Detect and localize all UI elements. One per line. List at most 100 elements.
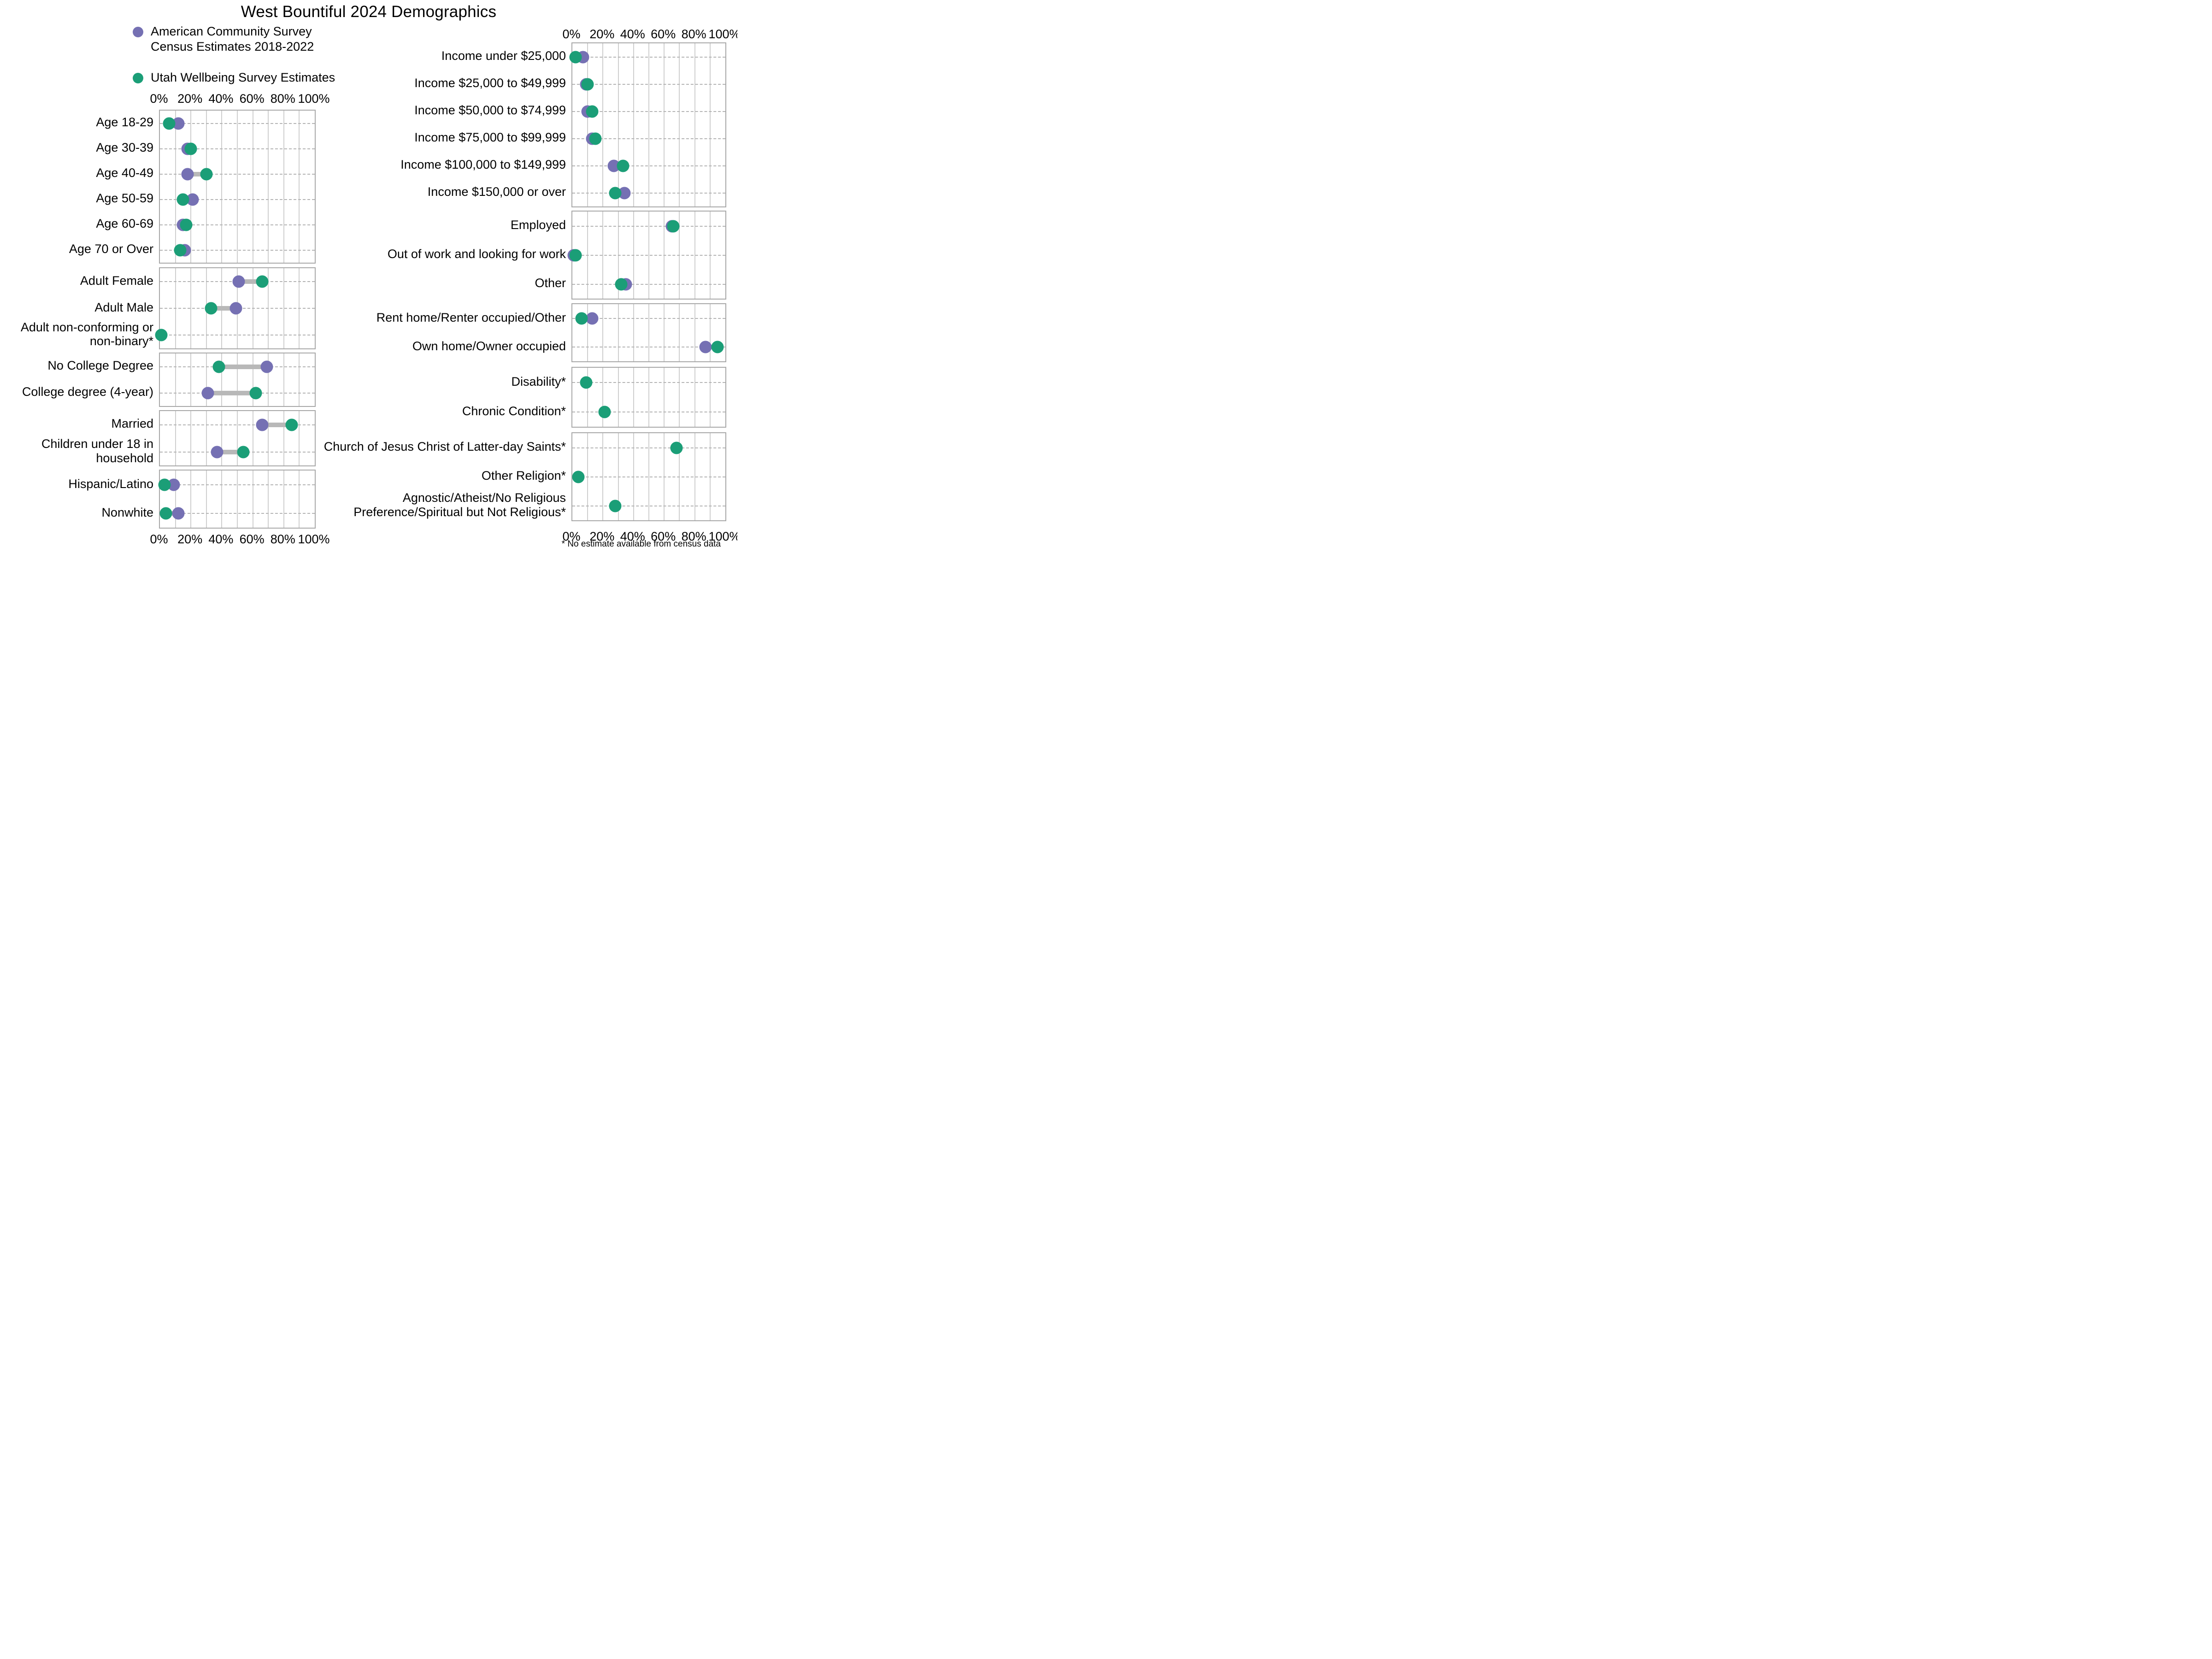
panel-labels: Adult Female Adult Male Adult non-conformi… [0,267,159,349]
row-label: Nonwhite [0,498,153,527]
axis-tick-label: 40% [208,532,234,546]
row-label: Adult Female [0,267,153,294]
gridline [237,353,238,406]
row-label: Agnostic/Atheist/No Religious Preference… [295,490,566,519]
gridline [299,111,300,263]
row-dashline [572,192,725,194]
axis-tick-label: 40% [208,92,234,106]
data-point-uws [184,142,197,155]
data-point-uws [256,275,269,288]
axis-tick-label: 0% [150,92,168,106]
row-dashline [572,447,725,448]
gridline [299,411,300,465]
row-label: Own home/Owner occupied [295,332,566,360]
legend-label: American Community Survey Census Estimat… [151,24,314,53]
data-point-uws [212,360,225,373]
gridline [237,411,238,465]
row-dashline [160,199,315,200]
gridline [602,304,604,361]
gridline [221,111,223,263]
plot-area [571,303,726,362]
gridline [664,368,665,427]
row-label-text: Church of Jesus Christ of Latter-day Sai… [324,440,566,454]
dumbbell-connector [188,171,206,176]
row-label: Hispanic/Latino [0,470,153,498]
data-point-acs [181,168,194,180]
dumbbell-connector [208,390,256,395]
axis-tick-label: 60% [651,529,676,543]
data-point-acs [172,507,185,520]
gridline [175,353,176,406]
row-dashline [160,484,315,485]
row-dashline [572,138,725,139]
panel-age: Age 18-29 Age 30-39 Age 40-49 Age 50-59 Age … [0,110,318,264]
axis-tick-label: 0% [562,529,581,543]
row-label-text: Income under $25,000 [441,49,566,63]
row-label: Income $75,000 to $99,999 [295,124,566,151]
axis-tick-label: 0% [562,27,581,41]
row-label: Age 50-59 [0,186,153,211]
row-label-text: Age 50-59 [96,191,153,206]
row-dashline [572,254,725,256]
gridline [602,368,604,427]
plot-area [155,267,316,349]
row-label: No College Degree [0,353,153,379]
axis-tick-label: 20% [177,532,203,546]
gridline [206,411,207,465]
gridline [268,471,269,528]
plot-area [567,211,726,300]
panel-labels: Disability* Chronic Condition* [295,367,571,428]
axis-tick-label: 80% [270,532,295,546]
row-dashline [160,424,315,425]
gridline [268,353,269,406]
data-point-acs [256,418,269,431]
gridline [283,111,284,263]
row-label-text: Out of work and looking for work [387,247,566,261]
gridline [190,353,192,406]
data-point-acs [211,446,224,458]
gridline [221,411,223,465]
data-point-uws [569,51,582,63]
plot-area [159,410,316,466]
panel-labels: Rent home/Renter occupied/Other Own home/… [295,303,571,362]
dumbbell-connector [239,279,262,284]
row-label: Age 70 or Over [0,236,153,262]
panel-education: No College Degree College degree (4-year) [0,353,318,407]
demographics-figure: West Bountiful 2024 Demographics America… [0,0,737,553]
legend-item-uws: Utah Wellbeing Survey Estimates [133,70,335,85]
axis-tick-label: 20% [589,529,615,543]
row-label: Married [0,410,153,437]
right-column: 0% 20% 40% 60% 80% 100% Income under $25,000 In… [295,27,737,543]
row-label-text: Income $100,000 to $149,999 [400,158,566,172]
gridline [664,304,665,361]
row-label-text: Income $150,000 or over [427,185,566,199]
x-axis: 0% 20% 40% 60% 80% 100% [295,27,737,42]
plot-area [159,110,316,264]
axis-tick-label: 60% [239,532,265,546]
row-dashline [572,56,725,58]
row-dashline [572,382,725,383]
row-label: Age 40-49 [0,160,153,186]
data-point-acs [201,387,214,399]
gridline [633,368,634,427]
gridline [283,471,284,528]
panel-gender: Adult Female Adult Male Adult non-conformi… [0,267,318,349]
row-label: College degree (4-year) [0,379,153,405]
row-label-text: Married [111,417,153,431]
gridline [709,304,711,361]
panel-income: Income under $25,000 Income $25,000 to $4… [295,42,730,207]
data-point-uws [200,168,213,180]
panel-housing: Rent home/Renter occupied/Other Own home/… [295,303,730,362]
axis-tick-label: 80% [681,27,706,41]
row-label: Employed [295,211,566,240]
data-point-uws [159,507,172,520]
data-point-uws [609,187,622,199]
legend-item-acs: American Community Survey Census Estimat… [133,24,335,54]
data-point-uws [609,500,622,512]
plot-area [571,367,726,428]
data-point-uws [670,441,683,454]
row-label-text: Adult Male [94,300,153,314]
gridline [221,353,223,406]
gridline [299,353,300,406]
panel-labels: Age 18-29 Age 30-39 Age 40-49 Age 50-59 Age … [0,110,159,264]
